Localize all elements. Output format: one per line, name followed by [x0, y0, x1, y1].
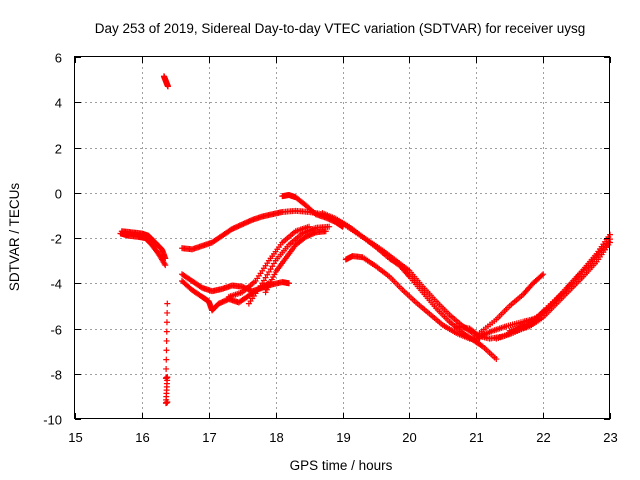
- series-track-early-b: [118, 228, 169, 262]
- y-tick-label: -2: [50, 232, 62, 247]
- y-tick-label: -4: [50, 277, 62, 292]
- data-point: [493, 356, 500, 363]
- x-tick-label: 22: [536, 430, 550, 445]
- plot-frame: [74, 56, 610, 419]
- series-recovery-b: [493, 236, 613, 342]
- series-rise-b: [262, 228, 329, 296]
- grid-lines: [75, 57, 610, 419]
- y-axis-label: SDTVAR / TECUs: [7, 183, 22, 292]
- x-tick-label: 23: [603, 430, 617, 445]
- data-point: [163, 347, 170, 354]
- series-outliers-lower: [162, 300, 171, 407]
- data-point: [162, 262, 169, 269]
- series-trough-b: [473, 239, 613, 342]
- x-tick-label: 15: [68, 430, 82, 445]
- series-track-mid-b: [179, 277, 272, 314]
- data-point: [540, 271, 547, 278]
- data-point: [164, 300, 171, 307]
- data-point: [164, 309, 171, 316]
- y-tick-label: -8: [50, 368, 62, 383]
- x-tick-label: 17: [202, 430, 216, 445]
- x-axis-label: GPS time / hours: [290, 458, 393, 473]
- data-point: [163, 319, 170, 326]
- data-point: [163, 356, 170, 363]
- series-recovery-a: [506, 231, 613, 334]
- y-tick-label: 0: [55, 187, 62, 202]
- series-trough-c: [476, 271, 547, 337]
- data-point: [322, 228, 329, 235]
- data-point: [163, 365, 170, 372]
- y-tick-label: -10: [43, 413, 62, 428]
- series-outliers-upper: [160, 73, 171, 90]
- y-tick-label: 6: [55, 51, 62, 66]
- data-point: [162, 255, 169, 262]
- axis-ticks: [75, 57, 611, 420]
- data-point: [538, 272, 545, 279]
- x-tick-label: 21: [469, 430, 483, 445]
- data-point: [163, 328, 170, 335]
- data-point: [326, 223, 333, 230]
- x-tick-label: 18: [269, 430, 283, 445]
- x-tick-label: 19: [336, 430, 350, 445]
- series-decline-b: [326, 214, 476, 337]
- series-track-mid-upper: [179, 207, 326, 253]
- data-point: [164, 83, 171, 90]
- series-decline-c: [342, 253, 483, 342]
- y-tick-label: 4: [55, 96, 62, 111]
- series-rise-a: [245, 223, 333, 307]
- series-rise-c: [225, 223, 313, 300]
- data-points: [117, 73, 613, 407]
- x-tick-label: 20: [402, 430, 416, 445]
- data-point: [286, 280, 292, 287]
- data-point: [163, 337, 170, 344]
- y-tick-label: 2: [55, 142, 62, 157]
- y-tick-label: -6: [50, 323, 62, 338]
- data-point: [164, 399, 171, 406]
- chart-title: Day 253 of 2019, Sidereal Day-to-day VTE…: [95, 21, 585, 36]
- y-tick-labels: 6 4 2 0 -2 -4 -6 -8 -10: [43, 51, 62, 428]
- data-point: [306, 223, 313, 230]
- x-tick-labels: 15 16 17 18 19 20 21 22 23: [68, 430, 617, 445]
- x-tick-label: 16: [135, 430, 149, 445]
